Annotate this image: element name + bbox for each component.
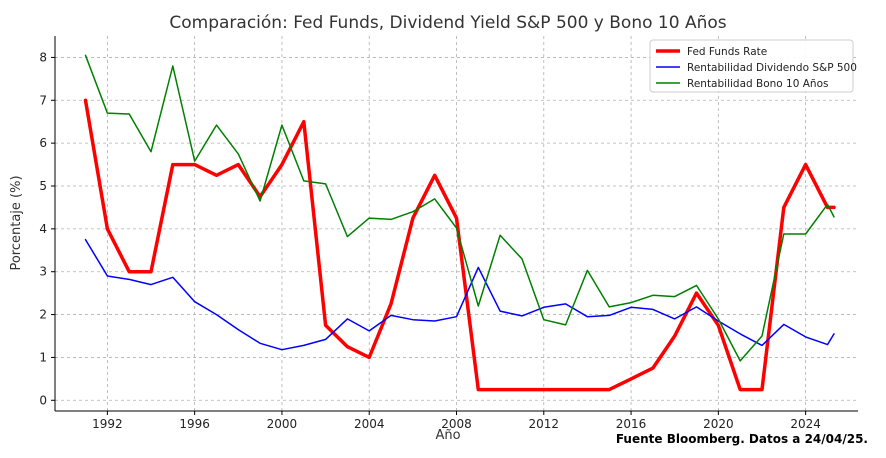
y-tick-label: 8 <box>39 50 47 64</box>
legend: Fed Funds Rate Rentabilidad Dividendo S&P… <box>649 39 857 93</box>
x-axis-label: Año <box>435 428 460 443</box>
y-tick-label: 0 <box>39 393 47 407</box>
x-tick-label: 2020 <box>703 417 734 431</box>
y-tick-label: 6 <box>39 136 47 150</box>
y-axis-label: Porcentaje (%) <box>9 175 24 270</box>
x-tick-label: 2004 <box>354 417 385 431</box>
y-tick-label: 7 <box>39 93 47 107</box>
x-tick-label: 1992 <box>92 417 123 431</box>
grid <box>55 36 858 411</box>
y-tick-label: 3 <box>39 265 47 279</box>
series-line-3 <box>84 54 835 362</box>
series-line-1 <box>83 98 836 392</box>
x-tick-label: 2012 <box>529 417 560 431</box>
legend-box <box>649 39 854 93</box>
y-tick-label: 1 <box>39 350 47 364</box>
x-tick-label: 2008 <box>441 417 472 431</box>
x-tick-label: 2000 <box>267 417 298 431</box>
legend-label: Rentabilidad Bono 10 Años <box>687 78 828 90</box>
y-tick-label: 4 <box>39 222 47 236</box>
series-lines <box>83 54 836 392</box>
x-tick-label: 2024 <box>790 417 821 431</box>
y-tick-label: 2 <box>39 308 47 322</box>
axes: 1992 1996 2000 2004 2008 2012 2016 2020 2024 0 1 2 3… <box>39 36 858 431</box>
chart-title: Comparación: Fed Funds, Dividend Yield S… <box>169 13 726 33</box>
legend-label: Fed Funds Rate <box>687 46 767 58</box>
y-tick-label: 5 <box>39 179 47 193</box>
x-tick-label: 2016 <box>616 417 647 431</box>
source-note: Fuente Bloomberg. Datos a 24/04/25. <box>615 432 868 446</box>
legend-label: Rentabilidad Dividendo S&P 500 <box>687 62 857 74</box>
series-line-2 <box>84 238 835 351</box>
x-tick-label: 1996 <box>179 417 210 431</box>
